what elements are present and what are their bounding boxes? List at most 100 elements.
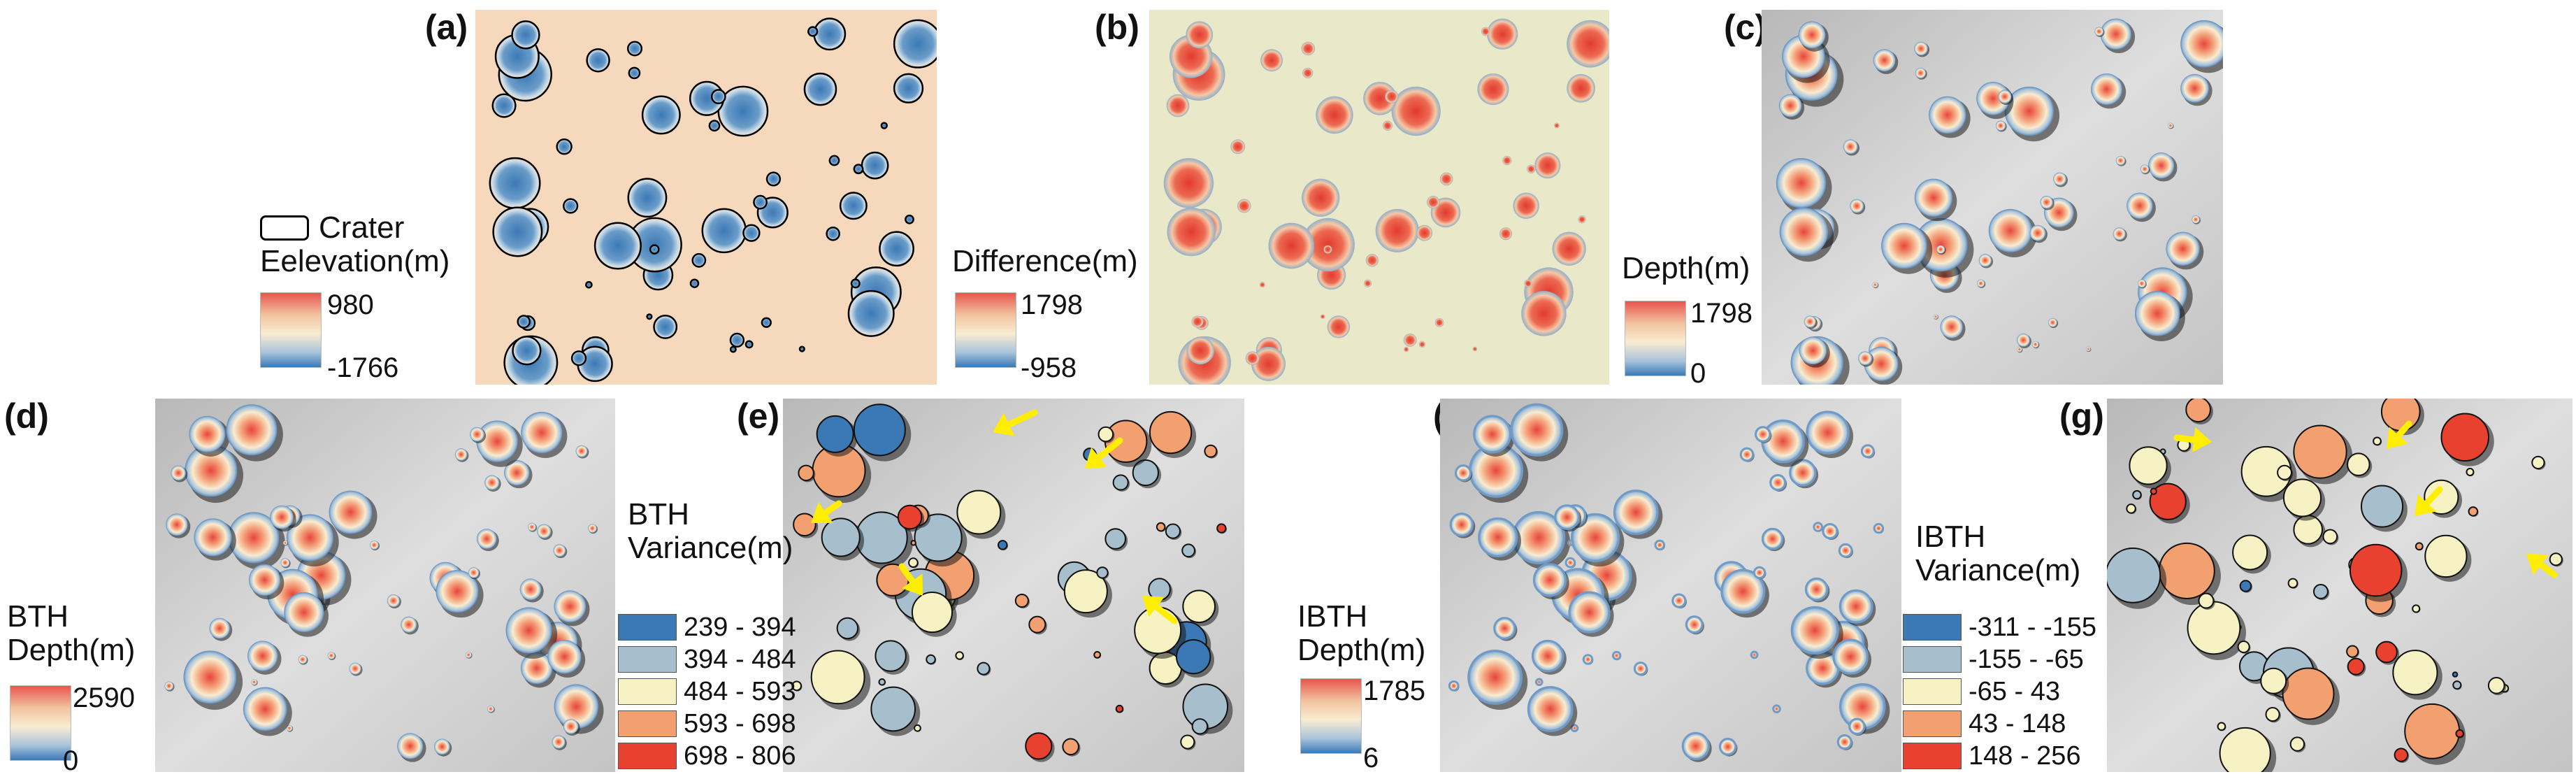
crater bbox=[798, 464, 814, 482]
crater bbox=[742, 224, 761, 242]
crater bbox=[586, 48, 610, 73]
crater bbox=[436, 570, 479, 613]
crater bbox=[1750, 650, 1759, 659]
crater bbox=[1186, 336, 1215, 365]
crater bbox=[717, 85, 769, 137]
crater bbox=[910, 540, 916, 546]
crater-legend-label: Crater bbox=[319, 210, 405, 245]
crater bbox=[1582, 654, 1594, 665]
crater bbox=[2004, 86, 2054, 136]
crater bbox=[1513, 192, 1539, 219]
crater bbox=[2134, 291, 2180, 336]
highlight-arrow bbox=[2526, 554, 2558, 578]
crater bbox=[1251, 346, 1286, 381]
panel-label-e: (e) bbox=[737, 396, 780, 436]
crater bbox=[1564, 557, 1576, 569]
crater bbox=[247, 641, 278, 671]
crater bbox=[2287, 578, 2298, 589]
crater bbox=[1531, 639, 1564, 673]
crater bbox=[627, 178, 668, 218]
crater bbox=[2029, 224, 2046, 241]
crater bbox=[2219, 727, 2271, 772]
crater bbox=[1838, 543, 1853, 558]
ibth-variance-legend-title-line2: Variance(m) bbox=[1915, 552, 2081, 587]
crater bbox=[1403, 346, 1409, 352]
crater bbox=[2452, 671, 2459, 678]
crater bbox=[2158, 542, 2215, 600]
crater bbox=[2282, 478, 2322, 517]
crater bbox=[1567, 539, 1574, 547]
crater bbox=[2322, 529, 2338, 545]
highlight-arrow bbox=[1142, 596, 1178, 624]
crater bbox=[1534, 678, 1544, 687]
bth-depth-legend-min: 0 bbox=[63, 745, 79, 776]
crater bbox=[729, 332, 745, 348]
crater bbox=[1872, 282, 1878, 288]
crater bbox=[1510, 403, 1564, 457]
crater bbox=[1839, 589, 1873, 624]
ibth-variance-class-row: 43 - 148 bbox=[1903, 709, 2066, 738]
crater bbox=[554, 684, 599, 729]
crater bbox=[870, 686, 916, 732]
crater bbox=[761, 317, 772, 328]
depth-legend-max: 1798 bbox=[1690, 298, 1753, 329]
crater bbox=[2289, 736, 2305, 752]
bth-variance-class-label: 239 - 394 bbox=[684, 612, 796, 642]
crater bbox=[1534, 152, 1561, 179]
crater bbox=[1472, 346, 1478, 352]
highlight-arrow bbox=[2387, 420, 2412, 449]
crater bbox=[2115, 155, 2126, 166]
crater bbox=[653, 314, 678, 339]
crater bbox=[226, 404, 278, 456]
crater bbox=[2129, 446, 2168, 485]
crater bbox=[1403, 333, 1417, 347]
crater bbox=[2239, 580, 2252, 592]
crater bbox=[1302, 178, 1340, 217]
bth-variance-class-swatch bbox=[618, 743, 677, 769]
crater bbox=[861, 151, 889, 180]
crater bbox=[1790, 606, 1839, 655]
crater bbox=[839, 192, 868, 220]
crater bbox=[1364, 279, 1372, 287]
crater bbox=[164, 681, 174, 691]
crater bbox=[298, 655, 308, 664]
crater bbox=[826, 226, 840, 241]
crater bbox=[1567, 20, 1609, 68]
crater bbox=[1104, 528, 1126, 550]
ibth-depth-legend-max: 1785 bbox=[1363, 676, 1425, 706]
crater bbox=[270, 505, 294, 529]
crater bbox=[1382, 120, 1393, 131]
ibth-variance-class-row: -311 - -155 bbox=[1903, 613, 2096, 642]
crater bbox=[1216, 523, 1227, 534]
bth-variance-class-label: 698 - 806 bbox=[684, 741, 796, 771]
crater bbox=[1301, 41, 1316, 56]
crater bbox=[1554, 504, 1580, 530]
bth-depth-legend-title-line1: BTH bbox=[7, 599, 69, 634]
crater bbox=[893, 73, 924, 103]
crater bbox=[194, 518, 232, 557]
crater bbox=[1633, 662, 1648, 676]
crater bbox=[2375, 641, 2398, 664]
crater bbox=[1822, 523, 1839, 540]
crater bbox=[1654, 539, 1666, 551]
ibth-depth-legend-title: IBTH Depth(m) bbox=[1297, 600, 1425, 666]
crater bbox=[593, 222, 642, 270]
crater bbox=[1204, 444, 1218, 458]
crater bbox=[2312, 583, 2329, 599]
crater bbox=[847, 290, 895, 337]
crater bbox=[853, 403, 906, 457]
panel-label-g: (g) bbox=[2059, 396, 2104, 436]
crater bbox=[1181, 543, 1195, 558]
crater bbox=[2404, 703, 2461, 759]
crater bbox=[1681, 731, 1710, 760]
crater bbox=[553, 544, 566, 557]
crater bbox=[1578, 215, 1586, 224]
crater bbox=[1191, 718, 1209, 735]
crater bbox=[2260, 667, 2287, 694]
crater bbox=[387, 594, 400, 608]
crater bbox=[626, 41, 643, 57]
crater bbox=[1988, 208, 2032, 252]
depth-legend-title: Depth(m) bbox=[1622, 251, 1750, 285]
crater bbox=[282, 541, 288, 545]
crater bbox=[2347, 657, 2365, 676]
